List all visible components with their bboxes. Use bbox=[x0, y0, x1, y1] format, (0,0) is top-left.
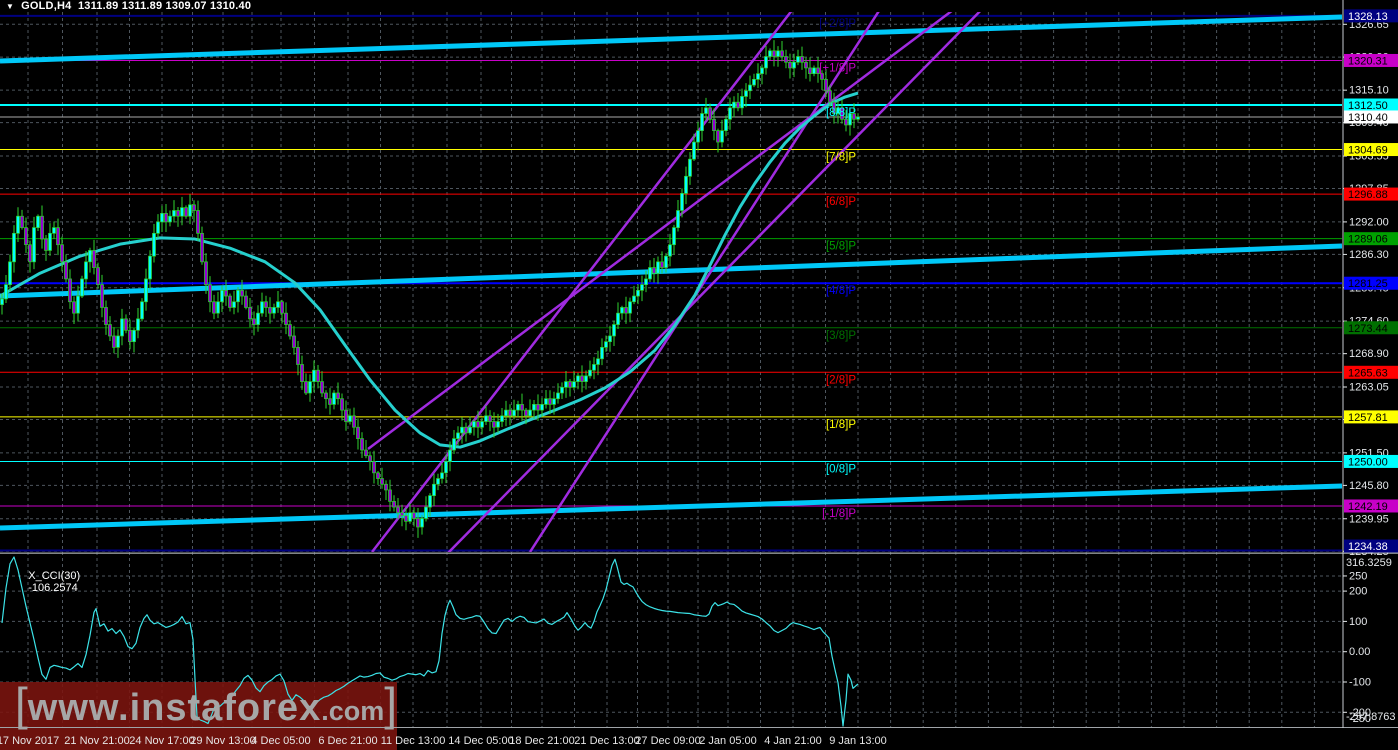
murrey-axis-tag-text: 1257.81 bbox=[1348, 412, 1388, 424]
cci-axis-label: 250 bbox=[1349, 570, 1367, 582]
cci-indicator-value: -106.2574 bbox=[28, 582, 78, 594]
time-axis-label: 27 Dec 09:00 bbox=[635, 735, 700, 747]
murrey-axis-tag-text: 1234.38 bbox=[1348, 541, 1388, 553]
watermark-band bbox=[0, 682, 397, 750]
cci-axis-label: 100 bbox=[1349, 616, 1367, 628]
chart-title-bar: ▼ GOLD,H4 1311.89 1311.89 1309.07 1310.4… bbox=[6, 0, 251, 12]
cci-indicator-label: X_CCI(30) -106.2574 bbox=[16, 558, 80, 606]
cci-indicator-name: X_CCI(30) bbox=[28, 570, 81, 582]
time-axis-label: 17 Nov 2017 bbox=[0, 735, 59, 747]
murrey-chart-label: [0/8]P bbox=[826, 463, 856, 475]
price-axis-label: 1263.05 bbox=[1349, 382, 1389, 394]
price-axis-label: 1286.30 bbox=[1349, 249, 1389, 261]
murrey-axis-tag bbox=[1344, 321, 1398, 335]
candle-bodies bbox=[0, 50, 860, 528]
murrey-axis-tag bbox=[1344, 276, 1398, 290]
pane-divider[interactable] bbox=[0, 552, 1398, 554]
channel-line[interactable] bbox=[528, 0, 886, 552]
murrey-chart-label: [4/8]P bbox=[826, 285, 856, 297]
time-axis-label: 21 Dec 13:00 bbox=[574, 735, 639, 747]
price-axis-label: 1245.80 bbox=[1349, 480, 1389, 492]
murrey-axis-tag bbox=[1344, 143, 1398, 157]
murrey-axis-tag-text: 1289.06 bbox=[1348, 234, 1388, 246]
price-axis-label: 1292.00 bbox=[1349, 216, 1389, 228]
price-axis-label: 1315.10 bbox=[1349, 85, 1389, 97]
trendline[interactable] bbox=[0, 483, 1342, 531]
current-price-tag-text: 1310.40 bbox=[1348, 112, 1388, 124]
murrey-axis-tag bbox=[1344, 410, 1398, 424]
time-axis-label: 11 Dec 13:00 bbox=[381, 735, 446, 747]
murrey-axis-tag-text: 1273.44 bbox=[1348, 323, 1388, 335]
murrey-axis-tag bbox=[1344, 187, 1398, 201]
time-axis-label: 4 Dec 05:00 bbox=[251, 735, 310, 747]
cci-overlap-label: -250 bbox=[1349, 713, 1371, 725]
murrey-chart-label: [3/8]P bbox=[826, 330, 856, 342]
time-axis-label: 18 Dec 21:00 bbox=[509, 735, 574, 747]
murrey-axis-tag-text: 1320.31 bbox=[1348, 55, 1388, 67]
murrey-axis-tag bbox=[1344, 454, 1398, 468]
price-axis-label: 1239.95 bbox=[1349, 513, 1389, 525]
ohlc-values: 1311.89 1311.89 1309.07 1310.40 bbox=[77, 0, 252, 12]
cci-axis[interactable]: 250 200 100 0.00 -100 -200 316.3259 -250-257.87… bbox=[1343, 557, 1396, 725]
murrey-axis-tag-text: 1265.63 bbox=[1348, 367, 1388, 379]
time-axis-label: 29 Nov 13:00 bbox=[190, 735, 255, 747]
murrey-chart-label: [2/8]P bbox=[826, 374, 856, 386]
murrey-axis-tag bbox=[1344, 365, 1398, 379]
cci-min-label: -257.8763 bbox=[1346, 711, 1396, 723]
channel-line[interactable] bbox=[447, 0, 991, 553]
moving-average-line[interactable] bbox=[0, 91, 859, 449]
murrey-chart-label: [1/8]P bbox=[826, 419, 856, 431]
time-axis-label: 24 Nov 17:00 bbox=[129, 735, 194, 747]
symbol-label: GOLD,H4 bbox=[21, 0, 72, 12]
murrey-chart-label: [+2/8]P bbox=[819, 18, 856, 30]
channel-line[interactable] bbox=[367, 1, 965, 450]
murrey-axis-tag bbox=[1344, 232, 1398, 246]
murrey-axis-tag-text: 1304.69 bbox=[1348, 145, 1388, 157]
time-axis-label: 4 Jan 21:00 bbox=[764, 735, 822, 747]
murrey-axis-tag-text: 1312.50 bbox=[1348, 100, 1388, 112]
cci-line bbox=[1, 556, 859, 727]
murrey-axis-tag bbox=[1344, 499, 1398, 513]
time-axis-label: 21 Nov 21:00 bbox=[64, 735, 129, 747]
cci-max-label: 316.3259 bbox=[1346, 557, 1392, 569]
trendline[interactable] bbox=[0, 14, 1342, 64]
cci-indicator-pane[interactable] bbox=[1, 556, 859, 727]
channel-line[interactable] bbox=[371, 0, 800, 552]
murrey-axis-tag-text: 1296.88 bbox=[1348, 189, 1388, 201]
murrey-axis-tag-text: 1328.13 bbox=[1348, 11, 1388, 23]
cci-axis-label: -200 bbox=[1349, 707, 1371, 719]
price-axis[interactable]: 1326.651320.901315.101309.401303.551297.… bbox=[1343, 9, 1398, 558]
cci-axis-label: -100 bbox=[1349, 677, 1371, 689]
murrey-axis-tag-text: 1242.19 bbox=[1348, 501, 1388, 513]
time-axis-label: 9 Jan 13:00 bbox=[829, 735, 887, 747]
murrey-chart-label: [-1/8]P bbox=[822, 508, 856, 520]
murrey-axis-tag bbox=[1344, 98, 1398, 112]
time-axis-label: 14 Dec 05:00 bbox=[448, 735, 513, 747]
current-price-tag bbox=[1344, 110, 1398, 124]
murrey-chart-label: [+1/8]P bbox=[819, 62, 856, 74]
symbol-dropdown-icon[interactable]: ▼ bbox=[6, 1, 15, 11]
time-axis-divider bbox=[0, 727, 1398, 728]
murrey-chart-label: [7/8]P bbox=[826, 152, 856, 164]
trendline[interactable] bbox=[0, 243, 1342, 299]
murrey-axis-tag bbox=[1344, 9, 1398, 23]
murrey-axis-tag-text: 1281.25 bbox=[1348, 278, 1388, 290]
time-axis-label: 2 Jan 05:00 bbox=[699, 735, 757, 747]
cci-axis-label: 200 bbox=[1349, 586, 1367, 598]
murrey-axis-tag-text: 1250.00 bbox=[1348, 456, 1388, 468]
murrey-chart-label: [5/8]P bbox=[826, 241, 856, 253]
price-axis-label: 1268.90 bbox=[1349, 348, 1389, 360]
murrey-axis-tag bbox=[1344, 53, 1398, 67]
cci-axis-label: 0.00 bbox=[1349, 646, 1370, 658]
murrey-axis-tag bbox=[1344, 539, 1398, 553]
main-price-pane[interactable]: [+2/8]P [+1/8]P [8/8]P [7/8]P [6/8]P [5/8]P [4… bbox=[0, 0, 1342, 553]
murrey-chart-label: [6/8]P bbox=[826, 196, 856, 208]
murrey-chart-label: [8/8]P bbox=[826, 107, 856, 119]
time-axis-label: 6 Dec 21:00 bbox=[318, 735, 377, 747]
